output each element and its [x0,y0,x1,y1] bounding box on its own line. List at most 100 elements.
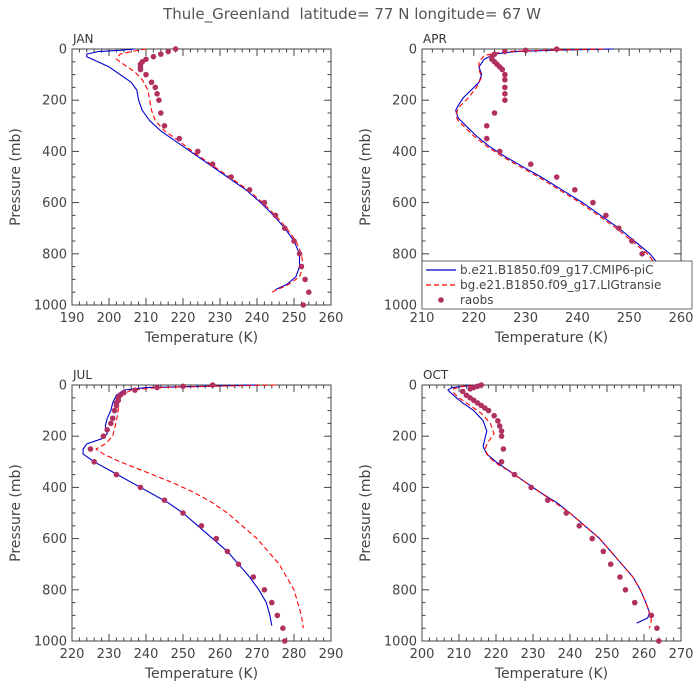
raobs-point-jan [291,238,297,244]
raobs-point-jan [165,48,171,55]
raobs-point-jan [148,79,155,86]
raobs-point-apr [628,238,635,244]
raobs-point-jan [296,251,303,257]
raobs-point-jan [228,174,234,180]
x-tick-label-jul: 260 [208,647,233,662]
raobs-point-jul [108,420,114,427]
raobs-point-jan [246,187,253,193]
raobs-point-jul [104,427,110,433]
raobs-point-apr [502,48,508,55]
raobs-point-apr [616,225,622,231]
raobs-point-apr [502,76,508,83]
raobs-point-jan [281,225,288,231]
raobs-point-jan [137,66,144,73]
x-tick-label-jan: 200 [97,311,122,326]
x-tick-label-apr: 220 [461,311,486,326]
raobs-point-jul [281,638,288,644]
piC-series-line-oct [447,384,651,624]
raobs-point-jul [224,548,231,555]
raobs-point-jul [198,523,205,529]
raobs-point-oct [545,497,551,504]
raobs-point-apr [527,161,534,167]
raobs-point-oct [617,574,623,580]
y-tick-label-apr: 400 [392,145,417,160]
raobs-point-oct [496,423,503,429]
panel-jul: JUL 220 230 240 250 260 270 280 290 0 200 400 600 800… [8,368,343,682]
raobs-point-oct [491,412,497,419]
raobs-point-jul [250,574,257,580]
raobs-point-oct [498,459,505,465]
raobs-point-jan [306,289,312,296]
x-tick-label-jul: 290 [319,647,344,662]
y-tick-label-jul: 1000 [34,635,67,650]
raobs-point-oct [485,407,492,414]
plot-area-apr [455,46,671,308]
y-axis-label-jul: Pressure (mb) [8,464,24,562]
legend-box [421,260,693,310]
raobs-point-jul [209,382,216,388]
x-tick-label-oct: 230 [521,647,546,662]
lig-series-line-oct [452,384,652,629]
raobs-point-jul [87,446,94,452]
raobs-point-apr [522,47,529,54]
plot-frame-oct [421,384,682,642]
raobs-point-apr [502,71,508,78]
raobs-point-jul [154,384,160,391]
x-axis-label-apr: Temperature (K) [494,330,608,346]
raobs-point-apr [483,135,490,142]
panels: JAN 190 200 210 220 230 240 250 260 0 200 400 600 800… [8,32,693,682]
x-tick-label-oct: 240 [558,647,583,662]
y-tick-label-apr: 200 [392,94,417,109]
raobs-point-apr [502,84,508,91]
y-tick-label-oct: 0 [409,379,417,394]
y-tick-label-jan: 400 [42,145,67,160]
raobs-point-oct [459,388,466,395]
raobs-point-jan [154,91,160,97]
raobs-point-apr [603,212,609,219]
raobs-point-jan [158,51,164,57]
raobs-point-jan [158,110,164,116]
legend-entry-label: bg.e21.B1850.f09_g17.LIGtransie [460,278,661,292]
raobs-point-jan [298,263,305,270]
y-tick-label-jul: 0 [59,379,67,394]
raobs-point-apr [572,187,578,193]
raobs-point-apr [483,123,490,129]
raobs-point-apr [590,199,596,206]
legend-dot-marker [438,297,444,303]
y-axis-label-oct: Pressure (mb) [358,464,374,562]
raobs-point-oct [511,471,518,478]
raobs-point-jan [209,161,216,167]
x-tick-label-jul: 250 [171,647,196,662]
x-tick-label-oct: 270 [669,647,694,662]
y-tick-label-jan: 1000 [34,299,67,314]
raobs-point-apr [639,251,645,257]
y-tick-label-jan: 600 [42,196,67,211]
raobs-point-jul [180,510,186,516]
x-tick-label-apr: 250 [617,311,642,326]
panel-jan: JAN 190 200 210 220 230 240 250 260 0 200 400 600 800… [8,32,343,346]
figure-title: Thule_Greenland latitude= 77 N longitude… [162,5,541,24]
raobs-point-oct [467,386,473,392]
y-axis-label-apr: Pressure (mb) [358,128,374,226]
raobs-point-jan [152,84,159,91]
panel-title-jul: JUL [72,368,92,382]
raobs-point-jul [109,415,116,422]
raobs-point-apr [499,66,506,73]
x-tick-label-jul: 230 [97,647,122,662]
raobs-point-jan [195,148,201,155]
plot-area-jul [82,382,304,644]
x-tick-label-jan: 220 [171,311,196,326]
x-tick-label-oct: 200 [410,647,435,662]
x-tick-label-jul: 240 [134,647,159,662]
raobs-point-apr [502,91,508,97]
raobs-point-jul [113,471,120,478]
panel-title-oct: OCT [423,368,449,382]
raobs-point-apr [491,110,498,116]
raobs-point-oct [563,510,570,516]
x-tick-label-oct: 250 [595,647,620,662]
raobs-point-oct [500,446,507,452]
x-tick-label-jan: 240 [245,311,270,326]
raobs-point-jul [100,433,107,440]
piC-series-line-apr [455,48,667,280]
lig-series-line-jan [115,48,304,293]
